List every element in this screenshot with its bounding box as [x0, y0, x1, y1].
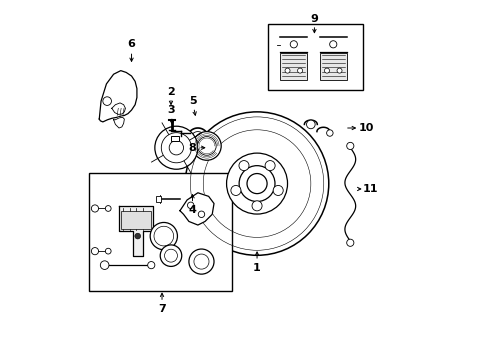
Circle shape — [285, 68, 289, 73]
Circle shape — [188, 249, 214, 274]
Polygon shape — [119, 206, 153, 256]
Circle shape — [324, 68, 329, 73]
Circle shape — [185, 112, 328, 255]
Circle shape — [246, 174, 266, 194]
Circle shape — [251, 201, 262, 211]
Bar — [280, 53, 306, 80]
Circle shape — [155, 126, 198, 169]
Circle shape — [147, 262, 155, 269]
Circle shape — [329, 41, 336, 48]
Circle shape — [164, 249, 177, 262]
Circle shape — [239, 166, 274, 202]
Polygon shape — [180, 193, 214, 225]
Text: 10: 10 — [358, 123, 373, 133]
Polygon shape — [113, 117, 124, 128]
Circle shape — [198, 211, 204, 217]
Bar — [121, 211, 151, 229]
Circle shape — [135, 233, 141, 239]
Circle shape — [297, 68, 302, 73]
Circle shape — [161, 133, 191, 163]
Circle shape — [194, 254, 208, 269]
Text: 1: 1 — [253, 263, 261, 273]
Polygon shape — [99, 71, 137, 122]
Circle shape — [326, 130, 332, 136]
Circle shape — [150, 222, 177, 250]
Circle shape — [346, 239, 353, 246]
Circle shape — [169, 140, 183, 155]
Text: 6: 6 — [127, 39, 135, 49]
Text: 7: 7 — [158, 304, 165, 314]
Circle shape — [226, 153, 287, 214]
Circle shape — [197, 136, 216, 155]
Circle shape — [192, 132, 221, 160]
Circle shape — [239, 161, 248, 171]
Circle shape — [105, 206, 111, 211]
Circle shape — [91, 205, 99, 212]
Polygon shape — [112, 103, 125, 114]
Text: 8: 8 — [188, 143, 196, 153]
Bar — [156, 196, 161, 202]
Circle shape — [306, 120, 314, 129]
Circle shape — [230, 185, 241, 195]
Circle shape — [160, 245, 182, 266]
Circle shape — [336, 68, 341, 73]
Bar — [319, 53, 346, 80]
Text: 5: 5 — [188, 96, 196, 106]
Text: 3: 3 — [167, 105, 174, 115]
Bar — [88, 173, 231, 291]
Circle shape — [187, 202, 194, 208]
Text: 9: 9 — [310, 14, 318, 24]
Circle shape — [290, 41, 297, 48]
Circle shape — [100, 261, 109, 269]
Circle shape — [264, 161, 275, 171]
Circle shape — [102, 97, 111, 105]
Bar — [171, 136, 178, 140]
Bar — [267, 24, 362, 90]
Circle shape — [91, 248, 99, 255]
Text: 2: 2 — [167, 87, 175, 97]
Circle shape — [105, 248, 111, 254]
Circle shape — [346, 142, 353, 149]
Circle shape — [273, 185, 283, 195]
Text: 11: 11 — [362, 184, 377, 194]
Text: 4: 4 — [188, 206, 196, 216]
